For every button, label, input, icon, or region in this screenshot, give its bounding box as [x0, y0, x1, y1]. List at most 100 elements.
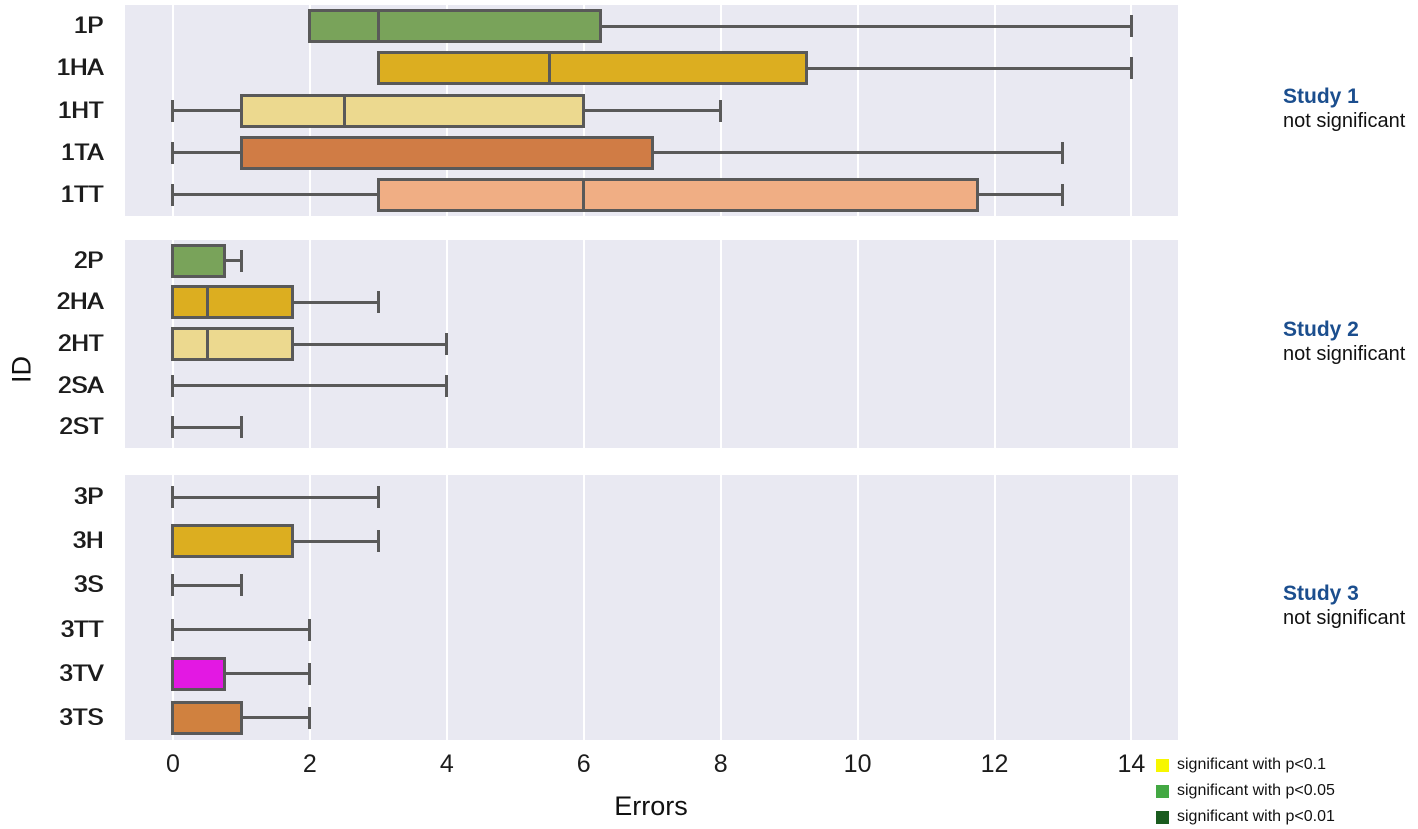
y-tick-right-3P: 3P [73, 483, 103, 511]
gridline-6 [582, 475, 585, 740]
gridline-14 [1130, 5, 1133, 216]
whisker-line-1TA [172, 151, 242, 155]
y-tick-right-3S: 3S [73, 571, 103, 599]
study-annotation-title: Study 2 [1283, 318, 1359, 341]
whisker-line-2HT [292, 342, 447, 346]
y-tick-left-2P: 2P [74, 246, 104, 274]
gridline-8 [719, 475, 722, 740]
whisker-cap-1HA [1129, 57, 1133, 80]
whisker-line-2P [224, 259, 242, 263]
x-tick-14: 14 [1117, 750, 1146, 778]
whisker-cap-3TS [308, 706, 312, 729]
y-tick-left-3TT: 3TT [61, 615, 104, 643]
median-line-1HA [547, 54, 551, 83]
whisker-cap-3TV [308, 662, 312, 685]
whisker-line-2SA [172, 384, 447, 388]
whisker-line-3TV [224, 672, 310, 676]
gridline-2 [308, 475, 311, 740]
whisker-cap-3TT [308, 618, 312, 641]
gridline-10 [856, 475, 859, 740]
y-tick-right-1P: 1P [73, 12, 103, 40]
box-3TV [171, 656, 226, 691]
gridline-8 [719, 240, 722, 448]
study-annotation-title: Study 1 [1283, 84, 1359, 108]
box-1HA [376, 51, 808, 86]
legend-item-label: significant with p<0.01 [1177, 808, 1335, 825]
y-tick-left-1TA: 1TA [61, 138, 104, 166]
y-tick-right-2ST: 2ST [58, 413, 103, 441]
whisker-cap-1P [1129, 15, 1133, 38]
legend-swatch-icon [1156, 784, 1169, 798]
study-annotation-significance: not significant [1283, 343, 1406, 365]
y-tick-right-1TT: 1TT [60, 180, 103, 208]
y-tick-left-3TS: 3TS [59, 703, 104, 731]
gridline-14 [1130, 240, 1133, 448]
y-tick-right-2SA: 2SA [57, 371, 103, 399]
x-axis-label: Errors [614, 791, 688, 821]
gridline-12 [993, 475, 996, 740]
whisker-line-1HT [172, 109, 242, 112]
y-tick-right-1HA: 1HA [56, 54, 103, 82]
y-tick-left-1P: 1P [74, 12, 104, 40]
box-1HT [239, 93, 586, 128]
y-tick-right-2P: 2P [73, 246, 103, 274]
study-annotation-significance: not significant [1283, 606, 1406, 629]
study-annotation-2: Study 2 not significant [1283, 318, 1418, 366]
box-1TA [239, 135, 654, 170]
legend-item-1: significant with p<0.1 [1156, 752, 1335, 778]
x-tick-10: 10 [843, 750, 872, 778]
y-tick-right-2HA: 2HA [56, 288, 103, 316]
study-annotation-1: Study 1 not significant [1283, 85, 1418, 133]
box-2HT [171, 327, 295, 361]
y-tick-left-2HA: 2HA [57, 288, 104, 316]
legend-item-label: significant with p<0.05 [1177, 782, 1335, 799]
whisker-line-2HA [292, 300, 379, 304]
whisker-line-1P [600, 24, 1132, 28]
legend-swatch-icon [1156, 758, 1169, 772]
y-tick-left-2SA: 2SA [58, 371, 104, 399]
y-tick-left-3P: 3P [74, 483, 104, 511]
gridline-10 [856, 240, 859, 448]
whisker-line-1TT [172, 193, 379, 197]
x-tick-6: 6 [576, 750, 591, 778]
median-line-2HA [205, 288, 209, 317]
panel-study-3 [125, 475, 1178, 740]
median-line-1TT [582, 180, 586, 209]
whisker-cap-2SA [445, 374, 449, 397]
legend-swatch-icon [1156, 810, 1169, 824]
x-tick-2: 2 [302, 750, 317, 778]
study-annotation-title: Study 3 [1283, 581, 1359, 605]
whisker-cap-3S [239, 574, 243, 597]
y-tick-left-1HA: 1HA [57, 54, 104, 82]
whisker-cap-3H [376, 530, 380, 553]
whisker-cap-2HT [445, 333, 449, 355]
box-1P [308, 9, 603, 44]
significance-legend: significant with p<0.1 significant with p… [1156, 752, 1335, 829]
whisker-cap-2P [239, 249, 243, 272]
whisker-line-1HA [806, 66, 1132, 70]
y-tick-left-3H: 3H [73, 527, 104, 555]
box-1TT [376, 177, 979, 212]
y-tick-left-2ST: 2ST [59, 413, 104, 441]
whisker-cap-3P [376, 486, 380, 509]
x-tick-12: 12 [980, 750, 1009, 778]
whisker-cap-1TT [1061, 183, 1065, 206]
whisker-line-3P [172, 495, 379, 499]
whisker-cap-1HT [719, 99, 723, 122]
panel-study-2 [125, 240, 1178, 448]
study-annotation-significance: not significant [1283, 109, 1406, 132]
panel-study-1 [125, 5, 1178, 216]
y-tick-left-1TT: 1TT [61, 180, 104, 208]
gridline-0 [171, 475, 174, 740]
whisker-cap-1TA [1061, 141, 1065, 164]
whisker-line-3S [172, 583, 242, 587]
legend-item-3: significant with p<0.01 [1156, 804, 1335, 829]
median-line-1P [376, 12, 380, 41]
gridline-6 [582, 240, 585, 448]
gridline-12 [993, 5, 996, 216]
gridline-10 [856, 5, 859, 216]
study-annotation-3: Study 3 not significant [1283, 582, 1418, 630]
box-2HA [171, 285, 295, 320]
gridline-4 [445, 475, 448, 740]
